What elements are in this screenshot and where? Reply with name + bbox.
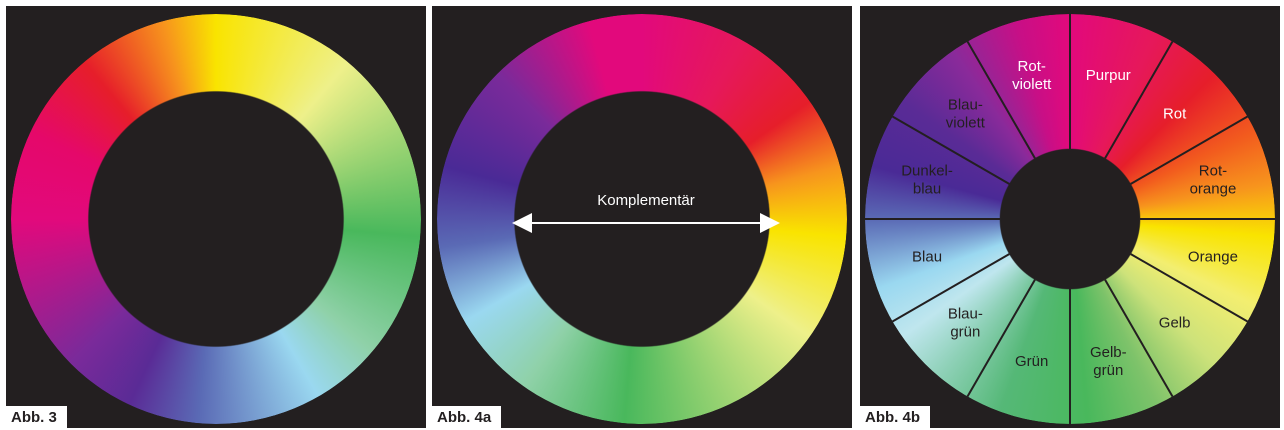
segment-label: Gelb <box>1159 315 1191 332</box>
segment-divider <box>966 40 1036 159</box>
segment-label: Grün <box>1015 353 1048 370</box>
segment-divider <box>891 115 1010 185</box>
segment-label: Rot- <box>1018 58 1046 75</box>
panel: Komplementär Abb. 4a <box>432 6 852 428</box>
segment-layer: Purpur Rot Rot-orange Orange Gelb Gelb-grün Gr… <box>865 14 1275 424</box>
segment-label: Blau- <box>948 306 983 323</box>
segment-divider <box>891 253 1010 323</box>
segment-label: Gelb- <box>1090 344 1127 361</box>
segment-label: orange <box>1190 181 1237 198</box>
segment-label: Purpur <box>1086 67 1131 84</box>
panel: Purpur Rot Rot-orange Orange Gelb Gelb-grün Gr… <box>860 6 1280 428</box>
caption: Abb. 3 <box>6 406 67 428</box>
segment-label: Blau <box>912 248 942 265</box>
caption: Abb. 4b <box>860 406 930 428</box>
panel: Abb. 3 <box>6 6 426 428</box>
segment-divider <box>1104 40 1174 159</box>
segment-divider <box>966 279 1036 398</box>
segment-label: blau <box>913 181 941 198</box>
segment-label: Orange <box>1188 248 1238 265</box>
segment-label: grün <box>1093 362 1123 379</box>
segment-label: Blau- <box>948 96 983 113</box>
annotation-layer: Komplementär <box>512 192 780 233</box>
segment-label: Dunkel- <box>901 163 953 180</box>
segment-divider <box>1130 115 1249 185</box>
caption: Abb. 4a <box>432 406 502 428</box>
segment-divider <box>1104 279 1174 398</box>
segment-label: grün <box>950 324 980 341</box>
annotation: Komplementär <box>597 192 695 209</box>
segment-label: violett <box>1012 76 1052 93</box>
segment-divider <box>1130 253 1249 323</box>
segment-label: violett <box>946 114 986 131</box>
color-ring <box>11 14 421 424</box>
segment-label: Rot- <box>1199 163 1227 180</box>
segment-label: Rot <box>1163 105 1187 122</box>
